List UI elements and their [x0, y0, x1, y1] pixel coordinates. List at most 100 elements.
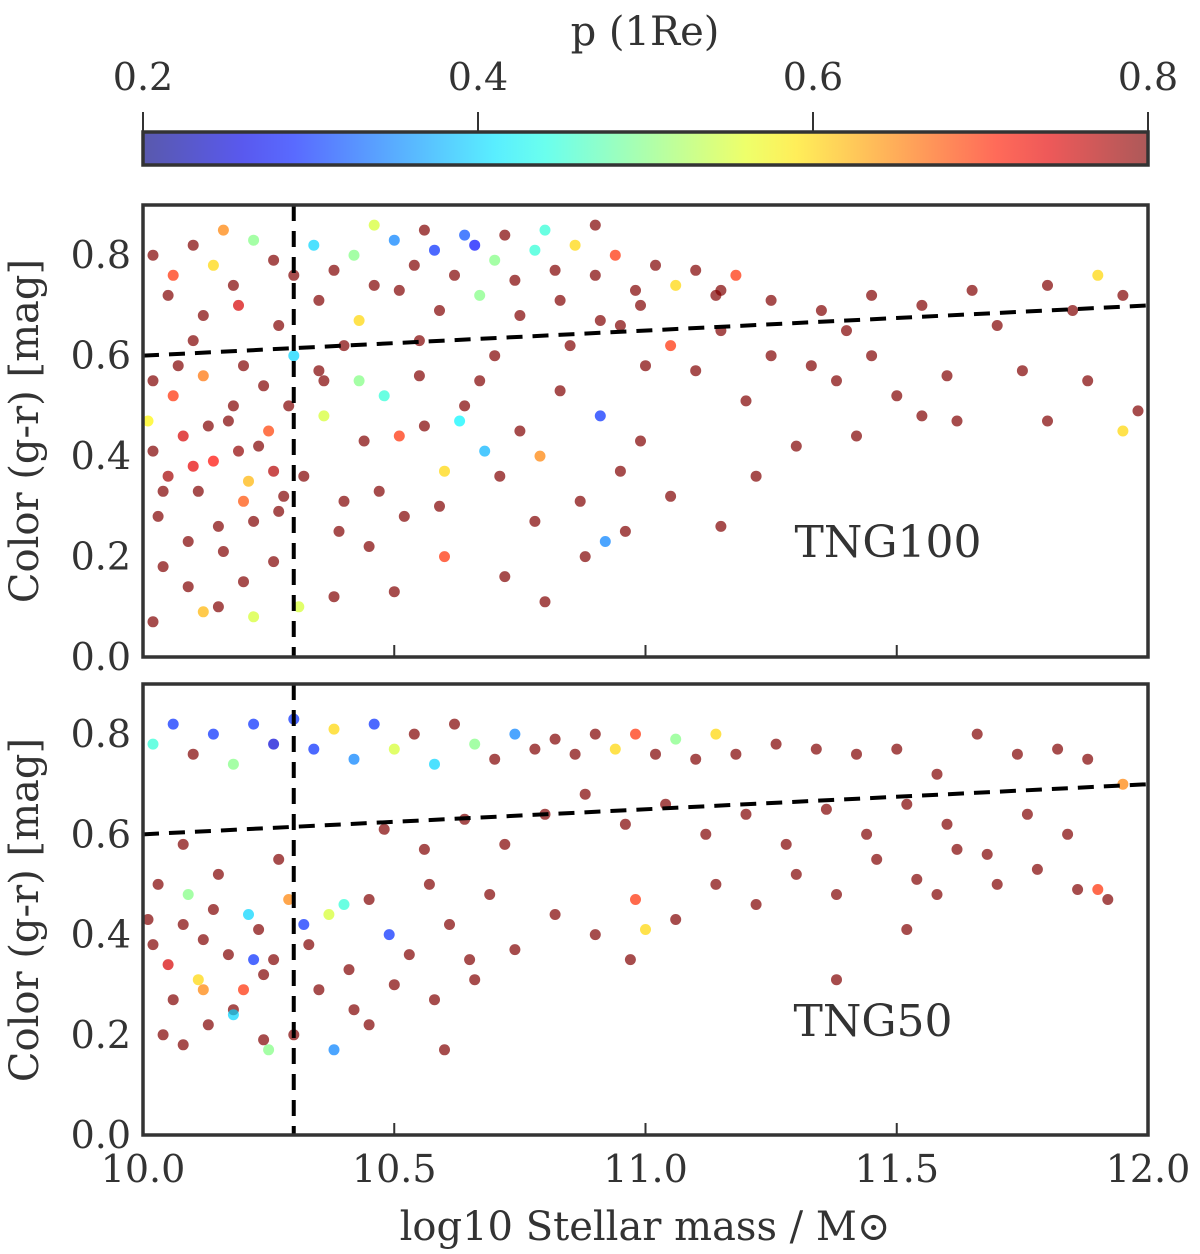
reference-lines-tng100 — [143, 205, 1148, 657]
scatter-point — [1092, 269, 1104, 281]
scatter-point — [966, 284, 978, 296]
scatter-point — [143, 914, 154, 925]
diagonal-dashed-line — [143, 303, 1148, 358]
scatter-point — [670, 733, 682, 745]
scatter-point — [187, 239, 199, 251]
scatter-point — [258, 380, 270, 392]
scatter-point — [474, 375, 486, 387]
scatter-point — [313, 984, 325, 996]
scatter-point — [353, 315, 365, 326]
scatter-point — [941, 370, 953, 382]
scatter-point — [418, 843, 430, 855]
scatter-point — [182, 536, 194, 547]
scatter-point — [1011, 748, 1023, 760]
scatter-point — [539, 596, 551, 608]
scatter-point — [1082, 753, 1094, 765]
scatter-point — [147, 445, 159, 457]
scatter-point — [152, 510, 164, 522]
scatter-point — [227, 400, 239, 412]
scatter-point — [499, 571, 511, 583]
scatter-point — [916, 299, 928, 311]
scatter-point — [378, 390, 390, 402]
scatter-point — [1067, 305, 1079, 316]
scatter-point — [368, 219, 380, 231]
scatter-point — [313, 294, 325, 306]
scatter-point — [534, 450, 546, 462]
scatter-point — [916, 410, 928, 422]
scatter-point — [227, 279, 239, 291]
scatter-point — [730, 269, 742, 281]
scatter-point — [393, 430, 405, 442]
scatter-point — [147, 375, 159, 387]
scatter-point — [469, 738, 481, 750]
scatter-point — [182, 581, 194, 593]
scatter-point — [750, 899, 762, 910]
scatter-point — [248, 515, 260, 527]
scatter-point — [308, 239, 320, 251]
x-tick-label: 11.0 — [603, 1147, 688, 1191]
panel-tng100: 0.0 0.2 0.4 0.6 0.8 TNG100 Color (g-r) [mag] — [2, 203, 1150, 679]
scatter-point — [393, 284, 405, 296]
scatter-point — [338, 495, 350, 507]
colorbar-gradient — [143, 132, 1148, 165]
scatter-point — [273, 320, 285, 331]
scatter-point — [891, 743, 903, 755]
scatter-point — [514, 310, 526, 321]
colorbar: p (1Re) 0.2 0.4 0.6 0.8 — [113, 9, 1178, 167]
scatter-point — [368, 279, 380, 291]
scatter-point — [901, 798, 913, 810]
scatter-point — [268, 954, 280, 966]
scatter-point — [298, 919, 310, 930]
scatter-point — [248, 611, 260, 623]
scatter-point — [429, 244, 440, 256]
y-tick-label: 0.4 — [71, 434, 131, 478]
reference-lines-tng50 — [143, 684, 1148, 1135]
scatter-point — [1031, 863, 1043, 875]
scatter-point — [569, 239, 581, 251]
y-tick-label: 0.8 — [71, 712, 131, 756]
scatter-point — [891, 390, 903, 402]
scatter-point — [177, 1039, 189, 1051]
scatter-point — [343, 964, 355, 976]
scatter-point — [363, 541, 375, 552]
scatter-point — [268, 465, 280, 477]
scatter-point — [831, 375, 842, 387]
scatter-point — [690, 264, 702, 276]
scatter-point — [202, 420, 214, 432]
scatter-point — [253, 924, 265, 935]
scatter-point — [589, 728, 601, 740]
scatter-point — [283, 400, 295, 412]
scatter-point — [454, 415, 466, 427]
scatter-point — [418, 420, 430, 432]
scatter-point — [931, 768, 943, 780]
colorbar-tick-label: 0.4 — [448, 55, 508, 99]
scatter-point — [710, 289, 722, 301]
scatter-point — [690, 365, 702, 377]
x-tick-label: 10.0 — [101, 1147, 186, 1191]
scatter-point — [222, 949, 234, 961]
scatter-point — [981, 848, 993, 860]
scatter-point — [710, 728, 722, 740]
scatter-point — [805, 360, 817, 372]
x-tick-label: 12.0 — [1106, 1147, 1191, 1191]
scatter-point — [197, 984, 209, 996]
scatter-point — [514, 425, 526, 437]
y-tick-label: 0.2 — [71, 535, 131, 579]
scatter-point — [665, 340, 677, 352]
scatter-point — [670, 914, 682, 925]
scatter-point — [258, 969, 270, 981]
scatter-point — [574, 495, 586, 507]
y-axis-label-tng50: Color (g-r) [mag] — [2, 738, 48, 1082]
scatter-point — [730, 748, 742, 760]
scatter-point — [187, 335, 199, 347]
scatter-point — [815, 305, 827, 316]
scatter-point — [143, 415, 154, 427]
scatter-point — [951, 843, 963, 855]
panel-label-tng50: TNG50 — [794, 996, 953, 1047]
scatter-point — [157, 485, 169, 497]
scatter-point — [338, 340, 350, 352]
colorbar-tick-label: 0.6 — [783, 55, 843, 99]
scatter-point — [167, 269, 179, 281]
scatter-point — [248, 718, 260, 730]
scatter-point — [619, 818, 631, 830]
